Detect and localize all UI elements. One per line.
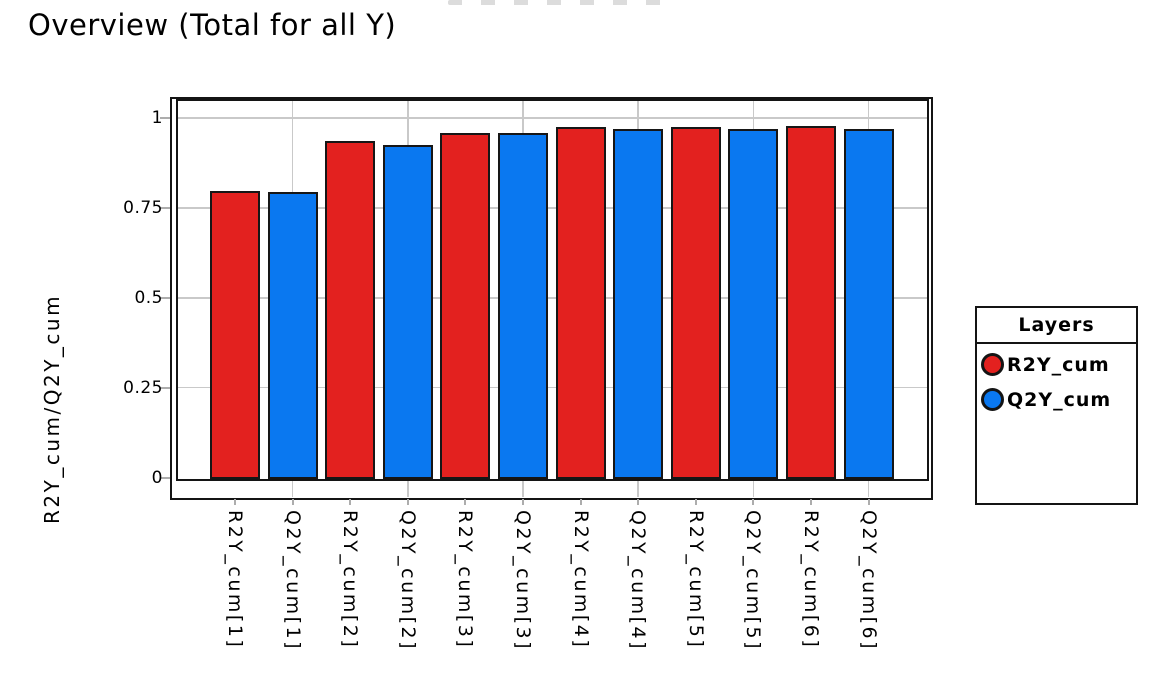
r2y-cum-circle-icon (981, 353, 1004, 376)
x-tick-label-q2y-cum-5: Q2Y_cum[5] (742, 510, 765, 652)
y-tick-0.5 (160, 296, 170, 299)
legend-items: R2Y_cum Q2Y_cum (977, 344, 1136, 420)
band-gridline-4 (407, 481, 409, 497)
y-tick-label-1: 1 (151, 108, 163, 128)
x-tick-label-r2y-cum-1: R2Y_cum[1] (224, 510, 246, 650)
bar-q2y-cum-4[interactable] (613, 129, 664, 479)
bar-r2y-cum-4[interactable] (555, 127, 606, 479)
legend: Layers R2Y_cum Q2Y_cum (975, 306, 1138, 505)
h-gridline-1 (178, 117, 927, 119)
y-tick-label-0: 0 (151, 467, 163, 488)
y-tick-label-0.25: 0.25 (123, 377, 163, 398)
x-tick-4 (406, 499, 409, 505)
y-tick-label-0.75: 0.75 (123, 197, 163, 218)
bar-r2y-cum-6[interactable] (786, 126, 836, 479)
plot-area (176, 99, 929, 481)
y-tick-1 (160, 117, 170, 119)
legend-item-label: R2Y_cum (1007, 353, 1110, 376)
x-tick-7 (579, 499, 582, 505)
legend-item-label: Q2Y_cum (1007, 388, 1112, 411)
h-gridline-0.75 (178, 207, 927, 209)
q2y-cum-circle-icon (981, 388, 1004, 411)
bar-q2y-cum-5[interactable] (728, 129, 779, 479)
cropped-text-remnant (448, 0, 663, 5)
x-tick-8 (637, 499, 640, 505)
band-gridline-2 (291, 481, 294, 497)
legend-title: Layers (977, 308, 1136, 344)
x-tick-2 (291, 499, 294, 505)
x-tick-12 (867, 499, 870, 505)
h-gridline-0.25 (178, 386, 927, 389)
legend-item-r2y-cum[interactable]: R2Y_cum (981, 353, 1132, 376)
x-tick-3 (349, 499, 352, 505)
y-tick-label-0.5: 0.5 (134, 287, 163, 308)
band-gridline-8 (637, 481, 639, 497)
y-tick-0.75 (160, 206, 170, 209)
x-tick-11 (810, 499, 812, 505)
plot-content (178, 101, 927, 479)
x-tick-label-r2y-cum-6: R2Y_cum[6] (800, 510, 822, 650)
x-tick-label-q2y-cum-3: Q2Y_cum[3] (512, 510, 534, 652)
x-tick-6 (522, 499, 524, 505)
legend-item-q2y-cum[interactable]: Q2Y_cum (981, 388, 1132, 411)
x-tick-label-r2y-cum-5: R2Y_cum[5] (684, 510, 707, 650)
band-gridline-10 (752, 481, 755, 497)
x-tick-label-q2y-cum-6: Q2Y_cum[6] (857, 510, 880, 652)
x-tick-label-r2y-cum-3: R2Y_cum[3] (454, 510, 477, 650)
x-tick-label-r2y-cum-4: R2Y_cum[4] (569, 510, 592, 650)
band-gridline-6 (522, 481, 524, 497)
y-tick-0 (160, 476, 170, 479)
bar-q2y-cum-2[interactable] (382, 145, 433, 479)
bar-q2y-cum-6[interactable] (843, 129, 894, 479)
x-tick-label-r2y-cum-2: R2Y_cum[2] (339, 510, 362, 650)
bar-r2y-cum-5[interactable] (670, 127, 721, 479)
band-gridline-12 (867, 481, 870, 497)
bar-r2y-cum-2[interactable] (325, 141, 376, 479)
h-gridline-0.5 (178, 297, 927, 299)
bar-q2y-cum-3[interactable] (498, 133, 548, 479)
x-tick-10 (752, 499, 755, 505)
x-tick-label-q2y-cum-1: Q2Y_cum[1] (281, 510, 304, 652)
x-tick-1 (234, 499, 236, 505)
x-tick-9 (694, 499, 697, 505)
bar-q2y-cum-1[interactable] (267, 192, 318, 479)
bar-r2y-cum-3[interactable] (440, 133, 491, 479)
y-tick-0.25 (160, 386, 170, 389)
bar-r2y-cum-1[interactable] (210, 191, 260, 479)
x-tick-label-q2y-cum-2: Q2Y_cum[2] (396, 510, 419, 652)
x-tick-label-q2y-cum-4: Q2Y_cum[4] (627, 510, 650, 652)
x-tick-5 (464, 499, 467, 505)
chart-title: Overview (Total for all Y) (28, 8, 397, 42)
